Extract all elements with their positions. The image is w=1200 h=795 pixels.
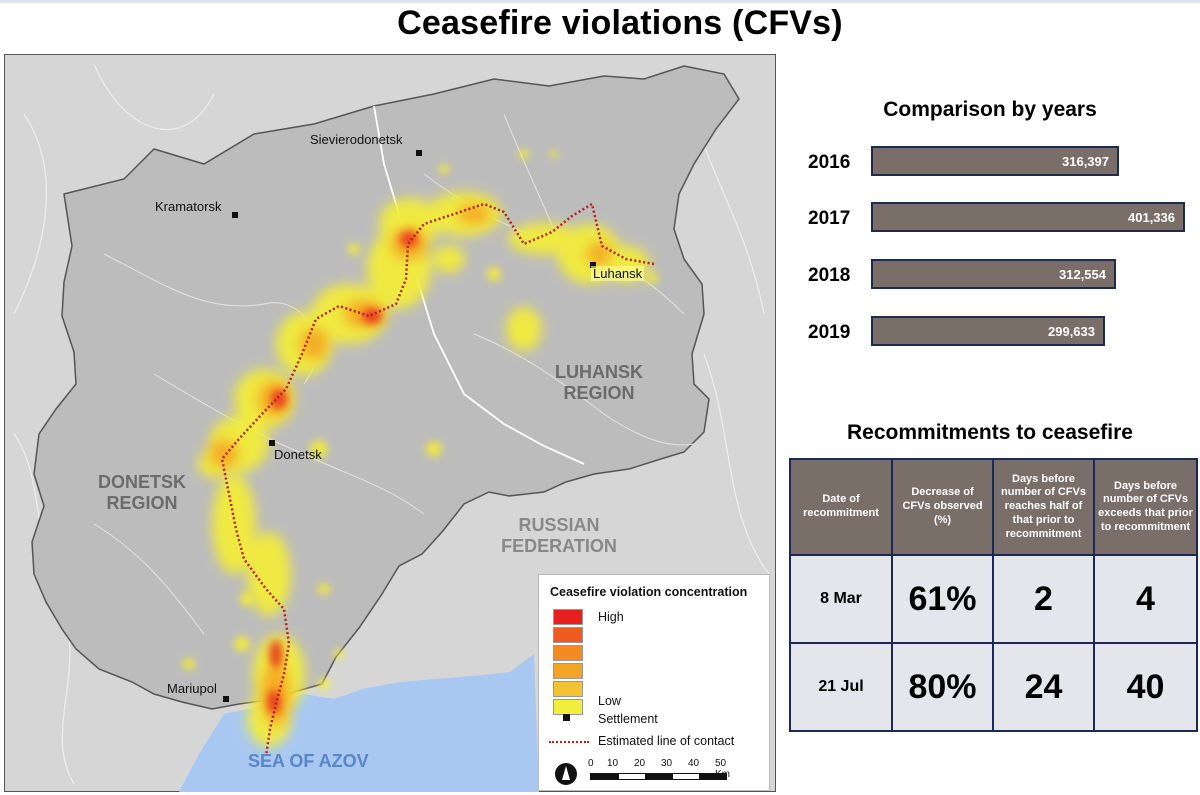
col-header-decrease: Decrease of CFVs observed (%) — [891, 458, 994, 556]
col-header-days-exceed: Days before number of CFVs exceeds that … — [1093, 458, 1198, 556]
settlement-luhansk — [590, 262, 596, 268]
cfv-heat-high — [267, 231, 418, 714]
legend-swatch-6 — [553, 699, 583, 715]
city-label-sievierodonetsk: Sievierodonetsk — [310, 132, 403, 147]
years-title: Comparison by years — [883, 98, 1097, 121]
scale-label-20: 20 — [634, 758, 646, 769]
scale-segment — [618, 773, 646, 780]
year-bar: 316,397 — [871, 146, 1119, 176]
settlement-mariupol — [223, 696, 229, 702]
legend-low-label: Low — [598, 694, 621, 708]
cell-days-half: 24 — [992, 642, 1095, 732]
cell-date: 8 Mar — [789, 554, 893, 644]
region-label-luhansk: LUHANSK REGION — [555, 362, 643, 403]
legend-line-icon — [549, 741, 589, 743]
oblast-boundary — [373, 105, 585, 465]
city-label-mariupol: Mariupol — [167, 681, 217, 696]
city-label-luhansk: Luhansk — [591, 266, 645, 281]
legend-swatch-5 — [553, 681, 583, 697]
recommitments-title: Recommitments to ceasefire — [847, 421, 1133, 444]
legend-title: Ceasefire violation concentration — [550, 585, 748, 599]
legend-swatch-2 — [553, 627, 583, 643]
table-row: 8 Mar 61% 2 4 — [789, 554, 1198, 644]
scale-segment — [645, 773, 673, 780]
cell-decrease: 80% — [891, 642, 994, 732]
cell-decrease: 61% — [891, 554, 994, 644]
legend-swatch-1 — [553, 609, 583, 625]
year-bar: 312,554 — [871, 259, 1116, 289]
scale-label-0: 0 — [588, 758, 594, 769]
year-value-label: 316,397 — [1062, 154, 1109, 169]
legend-settlement-label: Settlement — [598, 712, 658, 726]
cell-days-exceed: 40 — [1093, 642, 1198, 732]
sea-of-azov — [179, 654, 539, 792]
cfv-heat-scattered — [183, 149, 658, 690]
year-value-label: 401,336 — [1128, 210, 1175, 225]
city-label-donetsk: Donetsk — [274, 447, 322, 462]
settlement-kramatorsk — [232, 212, 238, 218]
scale-label-10: 10 — [607, 758, 619, 769]
year-label: 2018 — [808, 265, 851, 286]
cell-days-exceed: 4 — [1093, 554, 1198, 644]
year-value-label: 312,554 — [1059, 267, 1106, 282]
recommitments-table: Date of recommitment Decrease of CFVs ob… — [789, 458, 1198, 732]
year-label: 2019 — [808, 322, 851, 343]
col-header-days-half: Days before number of CFVs reaches half … — [992, 458, 1095, 556]
page-title: Ceasefire violations (CFVs) — [397, 4, 843, 42]
year-bar: 299,633 — [871, 316, 1105, 346]
year-label: 2017 — [808, 208, 851, 229]
settlement-sievierodonetsk — [416, 150, 422, 156]
year-label: 2016 — [808, 152, 851, 173]
north-arrow-icon — [555, 763, 577, 785]
year-value-label: 299,633 — [1048, 324, 1095, 339]
region-label-donetsk: DONETSK REGION — [97, 472, 186, 513]
table-row: 21 Jul 80% 24 40 — [789, 642, 1198, 732]
scale-segment — [590, 773, 619, 780]
cfv-map: Sievierodonetsk Kramatorsk Luhansk Donet… — [4, 54, 776, 792]
legend-swatch-3 — [553, 645, 583, 661]
map-legend: Ceasefire violation concentration High L… — [538, 574, 770, 791]
cell-days-half: 2 — [992, 554, 1095, 644]
scale-label-30: 30 — [661, 758, 673, 769]
region-label-russia: RUSSIAN FEDERATION — [501, 515, 617, 556]
cell-date: 21 Jul — [789, 642, 893, 732]
sea-label: SEA OF AZOV — [248, 751, 369, 771]
scale-label-40: 40 — [688, 758, 700, 769]
scale-segment — [699, 773, 727, 780]
legend-line-label: Estimated line of contact — [598, 734, 735, 748]
legend-swatch-4 — [553, 663, 583, 679]
year-bar: 401,336 — [871, 202, 1185, 232]
settlement-donetsk — [269, 440, 275, 446]
legend-high-label: High — [598, 610, 624, 624]
top-divider — [0, 0, 1200, 3]
table-header-row: Date of recommitment Decrease of CFVs ob… — [789, 458, 1198, 556]
settlement-markers — [223, 150, 596, 702]
scale-segment — [672, 773, 700, 780]
col-header-date: Date of recommitment — [789, 458, 893, 556]
city-label-kramatorsk: Kramatorsk — [155, 199, 222, 214]
legend-settlement-icon — [563, 714, 570, 721]
